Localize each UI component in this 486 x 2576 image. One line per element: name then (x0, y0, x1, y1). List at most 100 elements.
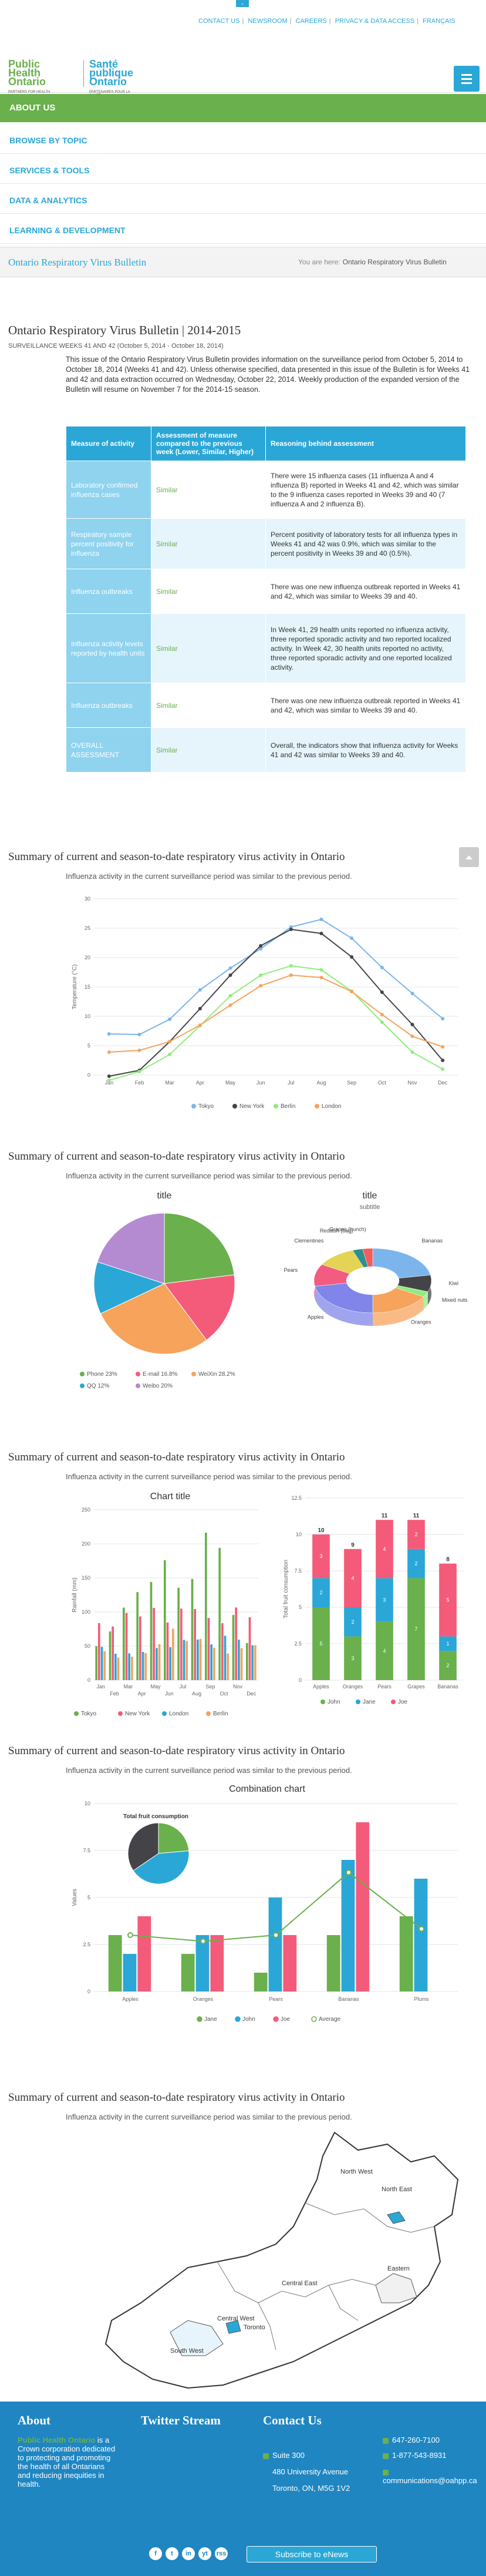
logo-english: Public Health Ontario (8, 58, 46, 88)
nav-services-tools[interactable]: SERVICES & TOOLS (0, 157, 486, 184)
slice-label: Kiwi (449, 1280, 459, 1286)
x-tick-label: Pears (269, 1996, 283, 2002)
bar (156, 1648, 158, 1680)
total-label: 11 (413, 1513, 420, 1519)
segment-label: 2 (319, 1590, 322, 1596)
rss-icon[interactable]: rss (215, 2547, 228, 2560)
utility-toggle[interactable]: ⌄ (236, 0, 249, 7)
x-tick-label: Plums (414, 1996, 429, 2002)
data-point (441, 1017, 445, 1020)
pie-slice (93, 1261, 166, 1314)
data-point (107, 1032, 111, 1036)
stacked-bar-segment (312, 1534, 330, 1578)
footer-email[interactable]: communications@oahpp.ca (383, 2467, 486, 2485)
table-cell: Similar (151, 518, 266, 569)
footer-twitter-title: Twitter Stream (141, 2413, 221, 2427)
x-tick-label: Jul (288, 1080, 295, 1086)
y-tick-label: 200 (82, 1541, 90, 1547)
footer-address-line: Suite 300 (263, 2451, 305, 2460)
back-to-top-button[interactable] (459, 847, 479, 867)
bar (213, 1647, 215, 1680)
facebook-icon[interactable]: f (149, 2547, 162, 2560)
stacked-bar-segment (439, 1563, 457, 1637)
careers-link[interactable]: CAREERS (295, 18, 327, 25)
table-cell: Similar (151, 727, 266, 773)
nav-browse-by-topic[interactable]: BROWSE BY TOPIC (0, 127, 486, 154)
bar (227, 1653, 229, 1680)
data-point (107, 1074, 111, 1078)
bar (199, 1638, 202, 1680)
linkedin-icon[interactable]: in (182, 2547, 195, 2560)
table-row: OVERALL ASSESSMENT Similar Overall, the in… (66, 727, 466, 773)
youtube-icon[interactable]: yt (198, 2547, 211, 2560)
inset-pie-slice (133, 1850, 190, 1885)
slice-label: Clementines (294, 1238, 324, 1244)
legend-label: Berlin (213, 1711, 228, 1717)
legend-marker (191, 1372, 196, 1376)
data-point (289, 928, 293, 931)
table-cell: OVERALL ASSESSMENT (66, 727, 151, 773)
y-tick-label: 2.5 (83, 1942, 90, 1947)
average-point (419, 1926, 424, 1932)
stacked-bar-segment (407, 1578, 425, 1680)
logo[interactable]: Public Health Ontario Santé publique Ontario… (8, 58, 137, 101)
x-tick-label: May (150, 1684, 161, 1690)
y-tick-label: 5 (87, 1043, 90, 1049)
bar (98, 1623, 100, 1680)
legend-marker (80, 1372, 85, 1376)
table-cell: Similar (151, 683, 266, 728)
data-point (259, 973, 263, 977)
francais-link[interactable]: FRANÇAIS (423, 18, 455, 25)
nav-about-us[interactable]: ABOUT US (0, 94, 486, 122)
bar (169, 1647, 171, 1680)
subscribe-enews-button[interactable]: Subscribe to eNews (247, 2546, 377, 2562)
y-tick-label: 12.5 (291, 1495, 302, 1501)
legend-marker (273, 2016, 279, 2022)
data-point (289, 964, 293, 968)
bar (144, 1653, 147, 1680)
bar (166, 1622, 169, 1680)
data-point (168, 1040, 172, 1043)
hamburger-menu-button[interactable] (454, 66, 480, 92)
newsroom-link[interactable]: NEWSROOM (248, 18, 288, 25)
nav-data-analytics[interactable]: DATA & ANALYTICS (0, 187, 486, 214)
data-point (107, 1050, 111, 1054)
bar (139, 1616, 141, 1680)
chart-subtitle: subtitle (360, 1204, 380, 1211)
legend-label: Weibo 20% (143, 1383, 173, 1389)
contact-us-link[interactable]: CONTACT US (198, 18, 240, 25)
total-label: 10 (318, 1527, 325, 1534)
stacked-bar-segment (376, 1520, 393, 1578)
y-tick-label: 10 (85, 1801, 90, 1806)
segment-label: 2 (414, 1532, 417, 1537)
section-subtitle: Influenza activity in the current survei… (66, 1171, 352, 1180)
pie-slice (362, 1248, 373, 1267)
nav-learning-development[interactable]: LEARNING & DEVELOPMENT (0, 217, 486, 244)
footer-tollfree[interactable]: 1-877-543-8931 (383, 2451, 447, 2460)
data-point (228, 966, 232, 970)
x-tick-label: Sep (205, 1684, 215, 1690)
legend-label: Berlin (281, 1103, 296, 1110)
bar (185, 1641, 188, 1680)
data-point (441, 1045, 445, 1049)
bar (207, 1618, 210, 1680)
legend-marker (232, 1104, 237, 1109)
bar (341, 1860, 355, 1991)
map-label-north-east: North East (382, 2186, 412, 2193)
slice-label: Bananas (422, 1238, 443, 1244)
footer-org-link[interactable]: Public Health Ontario (18, 2436, 96, 2444)
segment-label: 2 (351, 1619, 354, 1625)
privacy-link[interactable]: PRIVACY & DATA ACCESS (335, 18, 415, 25)
bar (131, 1656, 133, 1680)
chart-title: Chart title (150, 1492, 191, 1502)
bar (136, 1592, 139, 1680)
bar (195, 1935, 210, 1991)
logo-tagline-en: PARTNERS FOR HEALTH (8, 90, 50, 94)
legend-label: Jane (204, 2016, 217, 2023)
footer-phone[interactable]: 647-260-7100 (383, 2436, 440, 2444)
y-tick-label: 25 (85, 925, 90, 931)
twitter-icon[interactable]: t (166, 2547, 178, 2560)
series-line (109, 974, 443, 1053)
data-point (319, 968, 323, 972)
segment-label: 4 (351, 1575, 354, 1581)
